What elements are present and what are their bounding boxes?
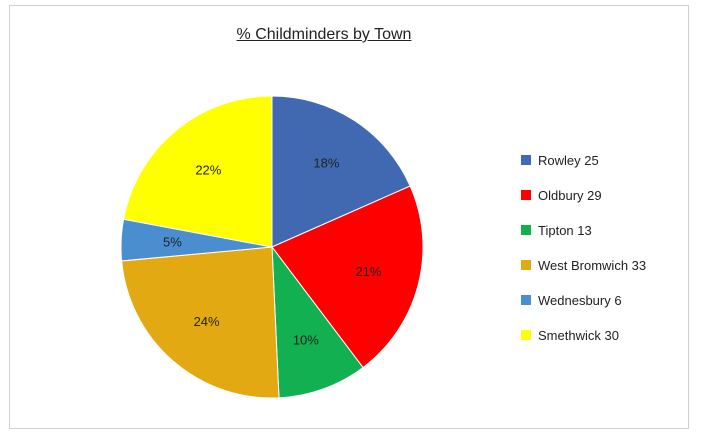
slice-label-4: 5% <box>163 234 182 249</box>
legend-item-3: West Bromwich 33 <box>521 256 646 274</box>
legend-item-0: Rowley 25 <box>521 151 646 169</box>
legend-swatch-1 <box>521 190 531 200</box>
chart-frame: % Childminders by Town 18% 21% 10% 24% 5% 22%… <box>9 5 689 429</box>
legend-label-3: West Bromwich 33 <box>538 258 646 273</box>
legend-swatch-0 <box>521 155 531 165</box>
slice-label-3: 24% <box>194 314 220 329</box>
legend-item-1: Oldbury 29 <box>521 186 646 204</box>
legend-item-2: Tipton 13 <box>521 221 646 239</box>
legend-swatch-4 <box>521 295 531 305</box>
legend-label-5: Smethwick 30 <box>538 328 619 343</box>
legend-label-2: Tipton 13 <box>538 223 592 238</box>
legend-swatch-3 <box>521 260 531 270</box>
legend-label-1: Oldbury 29 <box>538 188 602 203</box>
legend-swatch-5 <box>521 330 531 340</box>
legend-label-0: Rowley 25 <box>538 153 599 168</box>
legend-label-4: Wednesbury 6 <box>538 293 622 308</box>
legend-item-5: Smethwick 30 <box>521 326 646 344</box>
slice-label-5: 22% <box>195 162 221 177</box>
slice-label-1: 21% <box>355 264 381 279</box>
legend-item-4: Wednesbury 6 <box>521 291 646 309</box>
legend-swatch-2 <box>521 225 531 235</box>
slice-label-0: 18% <box>313 156 339 171</box>
chart-legend: Rowley 25 Oldbury 29 Tipton 13 West Bromwic… <box>521 151 646 361</box>
slice-label-2: 10% <box>293 333 319 348</box>
